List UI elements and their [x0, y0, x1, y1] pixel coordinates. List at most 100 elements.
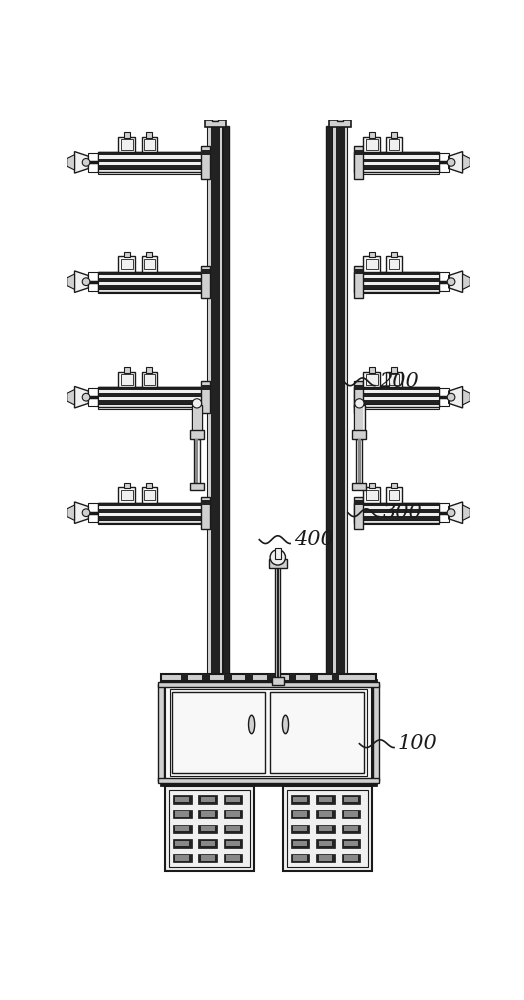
- Polygon shape: [449, 386, 463, 408]
- Bar: [170, 689, 367, 776]
- Circle shape: [82, 509, 90, 517]
- Bar: [97, 509, 209, 513]
- Bar: [97, 503, 209, 506]
- Bar: [118, 256, 135, 272]
- Bar: [224, 810, 243, 818]
- Bar: [293, 841, 307, 846]
- Bar: [224, 839, 243, 848]
- Bar: [97, 393, 209, 397]
- Bar: [363, 137, 380, 152]
- Bar: [354, 513, 440, 516]
- Bar: [176, 855, 189, 861]
- Bar: [354, 506, 440, 509]
- Bar: [330, 120, 351, 127]
- Bar: [354, 509, 440, 513]
- Bar: [220, 126, 222, 684]
- Bar: [389, 259, 399, 269]
- Bar: [97, 169, 209, 174]
- Bar: [319, 811, 332, 817]
- Bar: [226, 797, 240, 802]
- Polygon shape: [67, 505, 74, 520]
- Circle shape: [447, 278, 455, 286]
- Bar: [97, 506, 209, 509]
- Bar: [439, 503, 450, 522]
- Bar: [391, 367, 397, 373]
- Bar: [88, 272, 99, 291]
- Bar: [342, 795, 360, 804]
- Bar: [97, 289, 209, 293]
- Bar: [97, 272, 209, 292]
- Bar: [291, 795, 309, 804]
- Bar: [199, 825, 217, 833]
- Bar: [245, 674, 253, 680]
- Bar: [97, 152, 209, 172]
- Bar: [354, 272, 440, 292]
- Bar: [353, 430, 366, 439]
- Bar: [176, 826, 189, 831]
- Bar: [267, 674, 275, 680]
- Bar: [389, 490, 399, 500]
- Bar: [158, 684, 164, 781]
- Bar: [386, 372, 402, 387]
- Bar: [316, 854, 335, 862]
- Bar: [173, 854, 192, 862]
- Bar: [211, 126, 220, 684]
- Bar: [173, 795, 192, 804]
- Bar: [201, 150, 210, 155]
- Bar: [97, 390, 209, 393]
- Bar: [224, 795, 243, 804]
- Bar: [201, 797, 215, 802]
- Bar: [439, 272, 450, 291]
- Bar: [118, 137, 135, 152]
- Bar: [97, 397, 209, 400]
- Bar: [316, 795, 335, 804]
- Bar: [354, 278, 440, 282]
- Circle shape: [447, 393, 455, 401]
- Bar: [97, 513, 209, 516]
- Circle shape: [338, 111, 343, 115]
- Bar: [97, 155, 209, 158]
- Bar: [293, 826, 307, 831]
- Bar: [344, 855, 358, 861]
- Bar: [173, 810, 192, 818]
- Bar: [97, 158, 209, 162]
- Bar: [192, 405, 202, 432]
- Bar: [201, 855, 215, 861]
- Bar: [124, 367, 130, 373]
- Circle shape: [447, 509, 455, 517]
- Bar: [171, 692, 266, 773]
- Bar: [124, 132, 130, 138]
- Bar: [354, 152, 440, 172]
- Bar: [201, 269, 210, 274]
- Bar: [344, 826, 358, 831]
- Bar: [354, 266, 363, 298]
- Bar: [333, 126, 347, 684]
- Bar: [289, 674, 296, 680]
- Polygon shape: [74, 386, 89, 408]
- Bar: [354, 500, 363, 505]
- Bar: [391, 483, 397, 488]
- Bar: [275, 548, 281, 559]
- Bar: [97, 404, 209, 409]
- Bar: [88, 388, 99, 406]
- Bar: [354, 516, 440, 520]
- Bar: [386, 256, 402, 272]
- Circle shape: [82, 393, 90, 401]
- Bar: [97, 520, 209, 524]
- Bar: [291, 854, 309, 862]
- Bar: [354, 385, 363, 389]
- Bar: [97, 162, 209, 165]
- Bar: [439, 388, 450, 406]
- Bar: [356, 405, 363, 432]
- Bar: [161, 680, 376, 785]
- Bar: [386, 137, 402, 152]
- Bar: [195, 439, 199, 485]
- Bar: [118, 372, 135, 387]
- Bar: [205, 120, 226, 127]
- Bar: [88, 153, 99, 172]
- Bar: [342, 825, 360, 833]
- Bar: [354, 165, 440, 169]
- Bar: [316, 810, 335, 818]
- Bar: [166, 786, 254, 871]
- Bar: [146, 252, 152, 257]
